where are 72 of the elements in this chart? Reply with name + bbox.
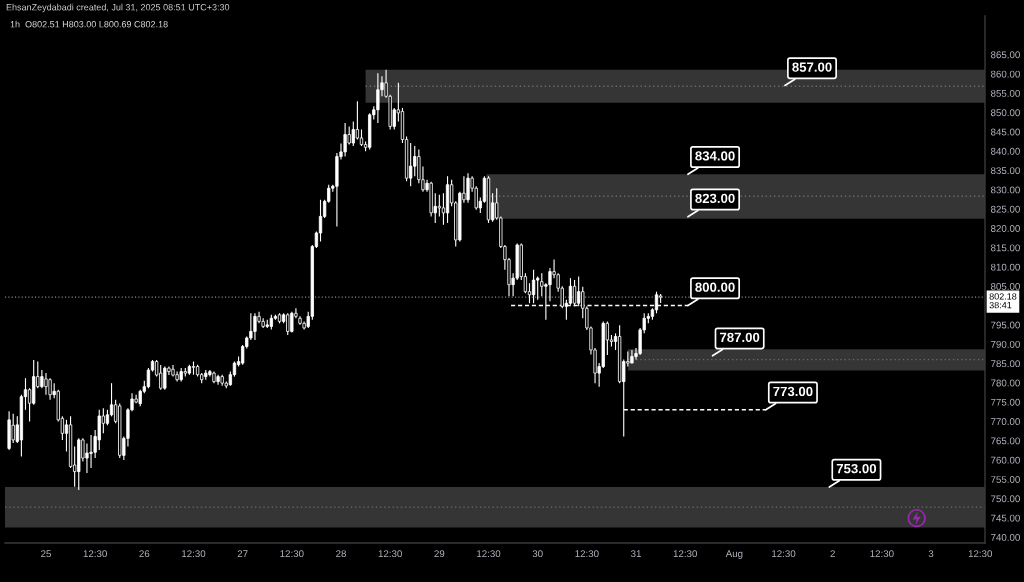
x-tick-label: 12:30 [673,550,697,558]
candlestick [376,72,380,124]
candlestick [355,100,360,141]
y-tick-label: 810.00 [990,263,1020,271]
y-tick-label: 760.00 [991,456,1020,464]
y-tick-label: 835.00 [990,167,1020,175]
y-tick-label: 755.00 [991,476,1020,483]
annotation: 773.00 [773,386,813,397]
y-tick-label: 780.00 [991,379,1020,387]
candlestick [531,269,536,304]
x-tick-label: 28 [336,550,346,558]
x-tick-label: 12:30 [378,550,402,558]
y-tick-label: 845.00 [990,128,1020,136]
x-tick-label: 29 [434,550,445,558]
y-tick-label: 740.00 [991,533,1020,541]
candlestick [290,311,294,334]
candlestick [343,122,347,158]
y-tick-label: 840.00 [990,147,1020,155]
candlestick [253,312,257,341]
annotation: 800.00 [695,282,735,292]
candlestick [44,372,48,396]
x-tick-label: 27 [237,550,248,557]
x-tick-label: 12:30 [772,550,796,558]
y-tick-label: 830.00 [990,186,1020,194]
y-tick-label: 850.00 [990,109,1020,117]
candlestick [159,364,163,391]
y-tick-label: 790.00 [991,340,1020,348]
candlestick [48,377,52,401]
x-tick-label: 12:30 [870,550,894,558]
y-tick-label: 745.00 [991,514,1020,522]
candlestick [351,120,355,147]
x-tick-label: Aug [725,550,743,560]
candlestick [466,172,470,204]
candlestick [413,145,417,177]
candlestick [437,194,441,217]
ref-line-label: 802.18 38:41 [989,293,1017,309]
y-tick-label: 775.00 [991,398,1020,406]
y-tick-label: 795.00 [991,321,1020,329]
x-tick-label: 2 [830,550,835,557]
candlestick [318,199,323,243]
y-tick-label: 805.00 [990,282,1020,290]
x-tick-label: 31 [630,550,641,558]
x-tick-label: 12:30 [477,550,501,558]
annotation: 823.00 [695,193,735,204]
y-tick-label: 825.00 [990,205,1020,213]
x-tick-label: 12:30 [182,550,206,558]
x-tick-label: 3 [928,550,934,558]
y-tick-label: 750.00 [991,495,1020,503]
y-tick-label: 815.00 [990,244,1020,252]
chart-title: EhsanZeydabadi created, Jul 31, 2025 08:51 UTC+3:30 [6,3,230,13]
y-tick-label: 860.00 [990,70,1020,78]
x-tick-label: 12:30 [575,550,599,558]
y-tick-label: 765.00 [991,437,1020,445]
x-tick-label: 12:30 [83,550,107,558]
x-tick-label: 25 [41,550,51,558]
chart-subtitle: 1h O802.51 H803.00 L800.69 C802.18 [10,20,168,28]
candlestick [286,312,290,336]
annotation: 753.00 [836,463,877,474]
x-tick-label: 26 [139,550,150,558]
y-tick-label: 770.00 [991,418,1020,425]
x-tick-label: 30 [532,550,543,558]
x-tick-label: 12:30 [968,550,992,558]
candlestick [409,142,413,187]
y-tick-label: 855.00 [990,89,1020,97]
annotation: 857.00 [792,62,832,72]
candlestick [89,434,93,469]
x-tick-label: 12:30 [280,550,304,558]
y-tick-label: 865.00 [990,51,1020,59]
y-tick-label: 785.00 [991,360,1020,368]
annotation: 787.00 [720,332,760,343]
annotation: 834.00 [695,151,735,161]
y-tick-label: 820.00 [990,225,1020,232]
